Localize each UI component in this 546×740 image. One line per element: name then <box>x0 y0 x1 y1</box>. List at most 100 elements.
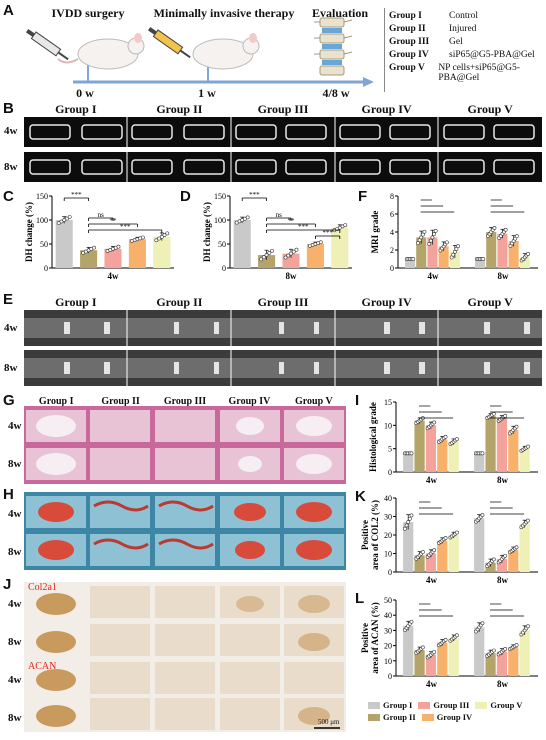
schematic <box>18 4 378 94</box>
sig-label: ** <box>110 217 118 225</box>
y-tick-label: 15 <box>384 398 392 407</box>
legend-row: Group IV siP65@G5-PBA@Gel <box>389 50 539 60</box>
data-point <box>245 215 250 220</box>
panel-label-d: D <box>180 188 191 205</box>
legend-group-desc: Gel <box>449 37 463 47</box>
he-stain-grid <box>24 406 346 484</box>
row-label-8w: 8w <box>8 546 22 558</box>
legend-swatch <box>418 701 431 709</box>
data-point <box>264 253 269 257</box>
data-point <box>451 252 456 257</box>
bar <box>403 453 414 472</box>
bar <box>486 232 497 268</box>
data-point <box>406 520 411 524</box>
data-point <box>514 234 519 239</box>
bar <box>496 651 508 676</box>
bar <box>448 535 459 572</box>
bar <box>497 233 508 268</box>
chart-l-svg: 0 10 20 30 40 50 Positive area of ACAN (%) 4w 8w <box>360 596 538 689</box>
bar <box>519 257 530 268</box>
bar <box>306 244 324 268</box>
row-label-4w: 4w <box>4 322 18 334</box>
group-title: Group II <box>156 102 203 116</box>
timepoint-4-8w: 4/8 w <box>322 86 350 100</box>
y-tick-label: 20 <box>384 642 392 651</box>
group-title: Group V <box>467 102 513 116</box>
data-point <box>444 240 449 245</box>
chart-d: 0 50 100 150 DH change (%) 8w *** ns ** *** *** <box>190 188 360 288</box>
row-label-8w: 8w <box>8 458 22 470</box>
data-point <box>452 249 457 254</box>
bar <box>425 654 437 676</box>
data-point <box>154 238 159 243</box>
ihc-stain-images <box>24 582 346 732</box>
panel-label-c: C <box>3 188 14 205</box>
bar <box>448 441 459 472</box>
data-point <box>416 241 420 245</box>
y-tick-label: 0 <box>388 468 392 477</box>
y-axis-label: MRI grade <box>370 211 380 254</box>
panel-label-f: F <box>358 188 368 205</box>
histology-title-row: Group I Group II Group III Group IV Grou… <box>24 396 346 407</box>
legend-swatch <box>475 701 488 709</box>
group-title: Group III <box>257 295 309 309</box>
bar <box>485 653 496 676</box>
data-point <box>456 244 460 249</box>
data-point <box>419 235 424 240</box>
y-tick-label: 0 <box>388 568 392 577</box>
bar <box>508 647 519 676</box>
sig-label: *** <box>120 223 131 231</box>
y-tick-label: 100 <box>214 216 226 225</box>
y-axis-label: area of ACAN (%) <box>370 602 380 674</box>
data-point <box>420 550 425 554</box>
data-point <box>503 553 508 558</box>
legend-row: Group I Control <box>389 11 539 21</box>
legend-row: Group II Injured <box>389 24 539 34</box>
mri-discs-4w <box>24 310 542 346</box>
data-point <box>432 548 437 553</box>
y-tick-label: 0 <box>222 264 226 273</box>
bar <box>496 559 508 572</box>
legend-label: Group IV <box>436 712 473 722</box>
y-axis-label: Histological grade <box>368 402 378 472</box>
sig-label: ns <box>98 211 105 219</box>
legend-item-group-5: Group V <box>475 700 522 710</box>
data-point <box>116 244 121 249</box>
y-tick-label: 4 <box>390 228 394 237</box>
panel-label-g: G <box>3 392 15 409</box>
panel-label-a: A <box>3 2 14 19</box>
data-point <box>443 536 448 540</box>
data-point <box>422 229 427 234</box>
legend-swatch <box>368 701 380 709</box>
data-point <box>480 451 485 456</box>
data-point <box>159 234 164 239</box>
bar <box>104 248 122 268</box>
chart-k: 0 10 20 30 40 Positive area of COL2 (%) 4w 8w <box>360 490 544 590</box>
xray-title-row: Group I Group II Group III Group IV Grou… <box>24 102 542 117</box>
y-tick-label: 0 <box>390 264 394 273</box>
data-point <box>449 255 454 260</box>
xray-vertebrae-8w <box>29 152 535 182</box>
data-point <box>455 633 459 638</box>
row-label-8w: 8w <box>4 161 18 173</box>
safranin-stain-grid <box>24 492 346 570</box>
legend-group-id: Group IV <box>389 50 429 60</box>
data-point <box>526 624 530 629</box>
panel-label-j: J <box>3 576 12 593</box>
bar <box>80 250 98 268</box>
panel-label-b: B <box>3 100 14 117</box>
y-tick-label: 2 <box>390 246 394 255</box>
chart-i-svg: 0 5 10 15 Histological grade 4w 8w <box>368 398 538 485</box>
data-point <box>411 257 416 261</box>
data-point <box>404 523 409 528</box>
group-title: Group I <box>38 396 74 407</box>
data-point <box>162 233 167 237</box>
data-point <box>492 226 497 230</box>
x-category-label: 4w <box>426 679 438 689</box>
bar <box>425 553 437 572</box>
x-category-label: 8w <box>497 575 509 585</box>
group-title: Group IV <box>361 295 412 309</box>
legend-item-group-4: Group IV <box>421 712 473 722</box>
y-tick-label: 100 <box>36 216 48 225</box>
data-point <box>428 238 433 243</box>
